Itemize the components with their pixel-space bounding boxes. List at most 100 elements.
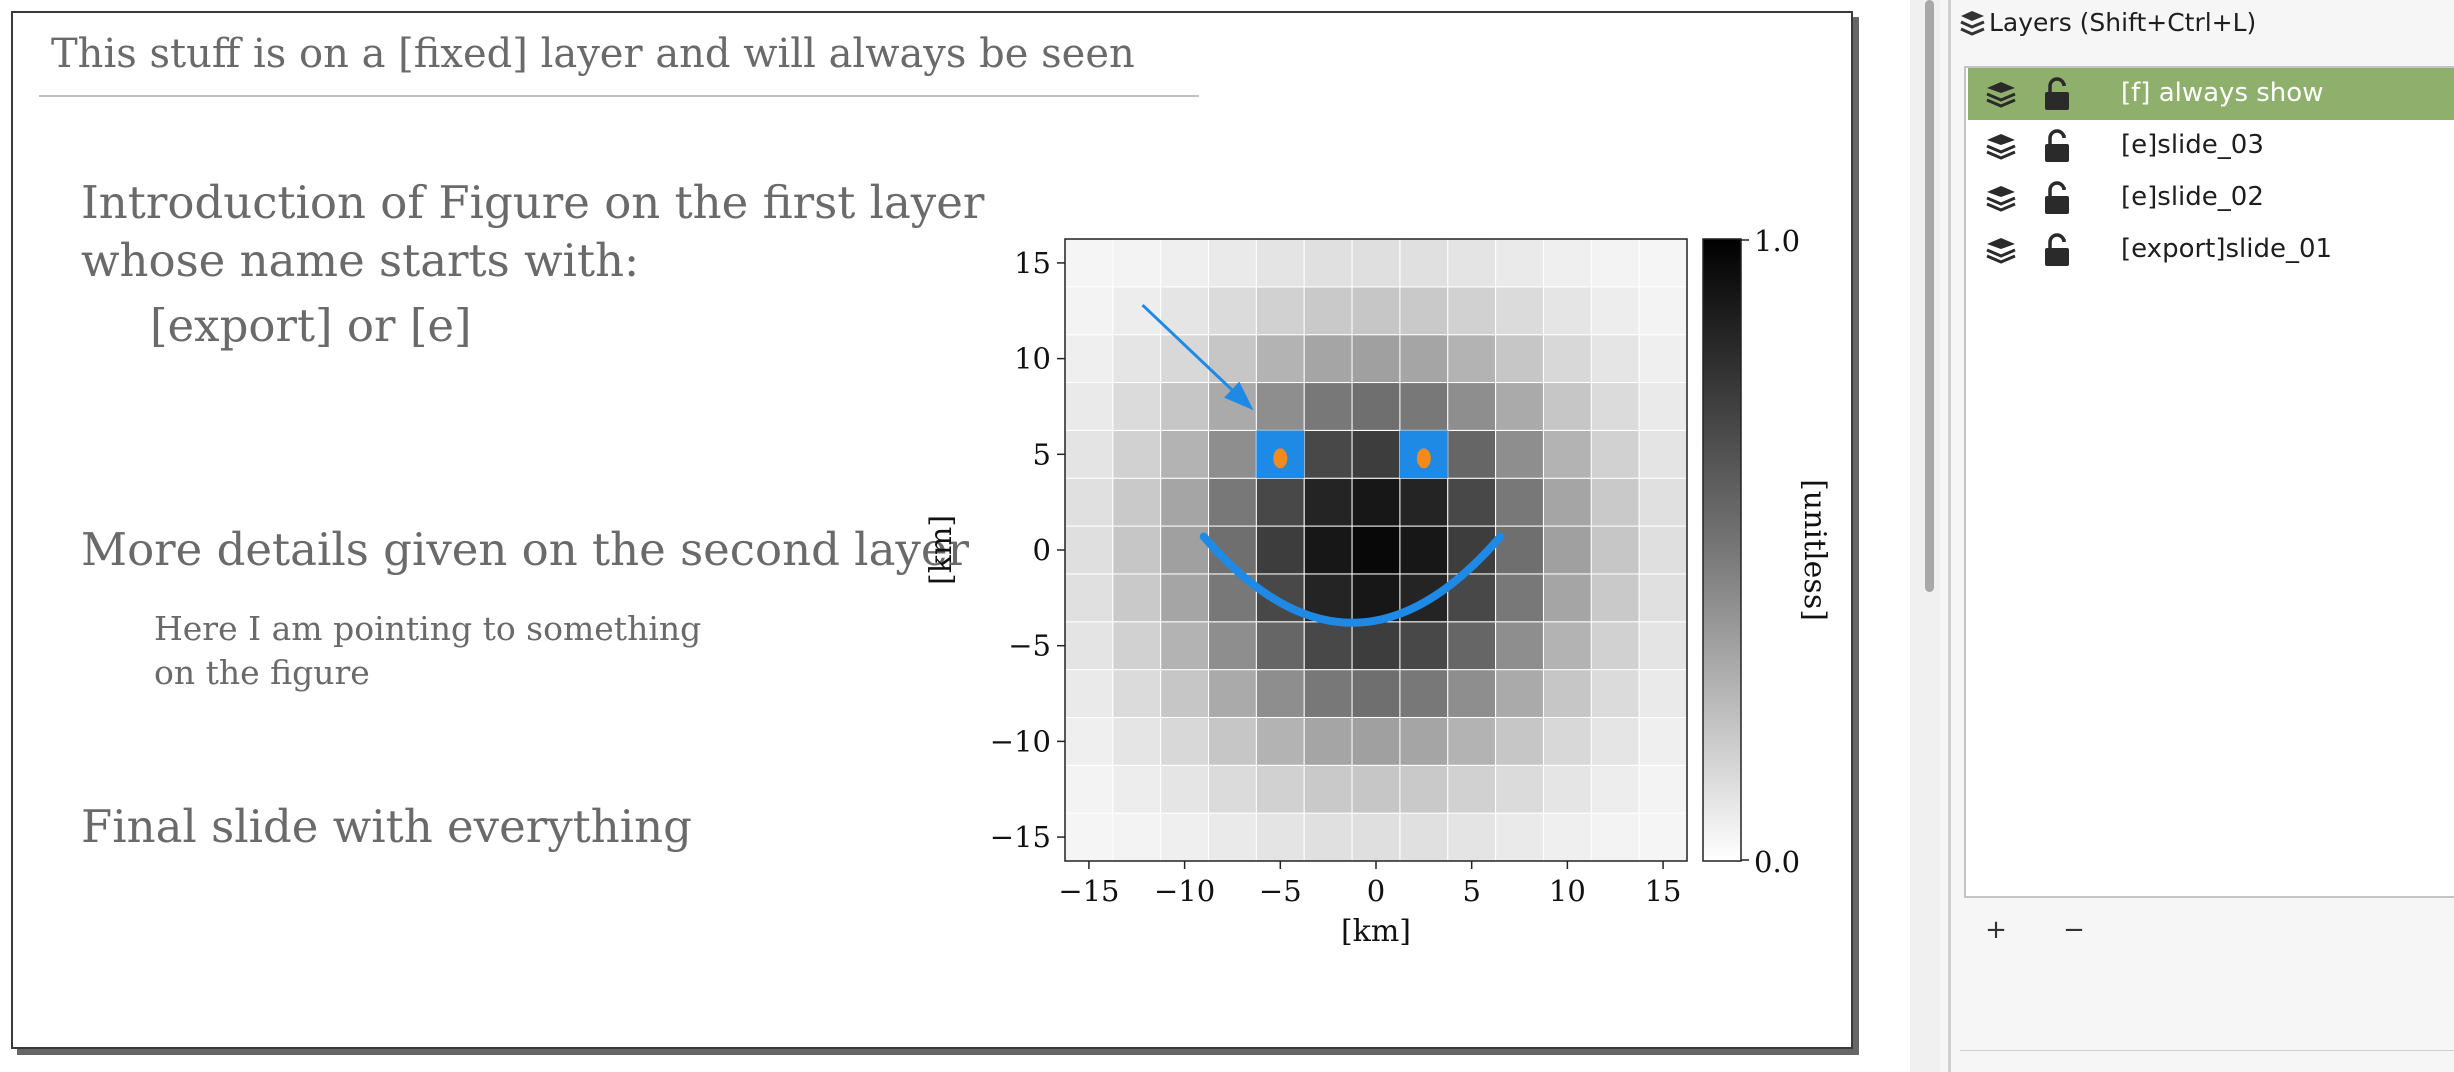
figure-annotations — [1141, 303, 1505, 627]
heatmap-cell — [1638, 812, 1688, 862]
heatmap-cell — [1447, 669, 1497, 718]
y-tick-label: 5 — [1033, 437, 1051, 471]
layer-name: [f] always show — [2121, 78, 2324, 108]
layer-name: [e]slide_03 — [2121, 130, 2264, 160]
heatmap-cell — [1351, 334, 1401, 384]
heatmap-cell — [1064, 716, 1114, 766]
y-tick-label: 15 — [1014, 246, 1051, 280]
heatmap-cell — [1064, 238, 1114, 288]
heatmap-cell — [1399, 669, 1449, 718]
heatmap-cell — [1590, 334, 1640, 384]
pointer-arrow-head — [1224, 381, 1254, 411]
heatmap-cell — [1638, 334, 1688, 384]
heatmap-cell — [1495, 716, 1544, 766]
heatmap-cell — [1064, 429, 1114, 479]
layer-row[interactable]: [f] always show — [1968, 68, 2454, 120]
heatmap-cell — [1255, 334, 1305, 384]
heatmap-cell — [1447, 429, 1497, 479]
heatmap-cell — [1590, 812, 1640, 862]
layer-row[interactable]: [e]slide_03 — [1968, 120, 2454, 172]
drawing-canvas[interactable]: This stuff is on a [fixed] layer and wil… — [0, 0, 1910, 1072]
unlock-icon[interactable] — [2042, 232, 2072, 268]
x-tick-label: −5 — [1259, 874, 1302, 908]
heatmap-cell — [1255, 621, 1305, 671]
y-tick-label: −5 — [1008, 629, 1051, 663]
heatmap-cell — [1208, 621, 1257, 671]
pointing-text-line2: on the figure — [154, 653, 370, 692]
heatmap-cell — [1351, 477, 1401, 527]
heatmap-cell — [1064, 812, 1114, 862]
layer-visibility-icon[interactable] — [1984, 132, 2018, 160]
layer-visibility-icon[interactable] — [1984, 184, 2018, 212]
colorbar — [1702, 238, 1742, 862]
y-tick-label: −10 — [990, 724, 1051, 758]
heatmap-cell — [1542, 621, 1592, 671]
heatmap-cell — [1447, 382, 1497, 431]
heatmap-cell — [1447, 286, 1497, 336]
heatmap-cell — [1160, 525, 1210, 575]
heatmap-cell — [1590, 716, 1640, 766]
heatmap-cell — [1638, 382, 1688, 431]
heatmap-cell — [1447, 764, 1497, 814]
heatmap-cell — [1495, 477, 1544, 527]
layer-row[interactable]: [e]slide_02 — [1968, 172, 2454, 224]
heatmap-cell — [1160, 286, 1210, 336]
heatmap-cell — [1160, 621, 1210, 671]
layer-visibility-icon[interactable] — [1984, 80, 2018, 108]
x-tick-label: −10 — [1154, 874, 1215, 908]
heatmap-cell — [1112, 573, 1162, 623]
add-layer-button[interactable]: + — [1985, 915, 2007, 945]
heatmap-cell — [1447, 812, 1497, 862]
unlock-icon[interactable] — [2042, 180, 2072, 216]
canvas-scrollbar-thumb[interactable] — [1925, 0, 1934, 592]
remove-layer-button[interactable]: − — [2063, 915, 2085, 945]
eye-pupil — [1416, 448, 1431, 469]
heatmap-cell — [1208, 429, 1257, 479]
heatmap-cell — [1590, 429, 1640, 479]
layer-visibility-icon[interactable] — [1984, 236, 2018, 264]
heatmap-cell — [1590, 382, 1640, 431]
fixed-layer-text: This stuff is on a [fixed] layer and wil… — [51, 31, 1135, 77]
heatmap-cell — [1064, 286, 1114, 336]
heatmap-cell — [1542, 525, 1592, 575]
heatmap-cell — [1112, 669, 1162, 718]
heatmap-cell — [1160, 764, 1210, 814]
heatmap-cell — [1447, 716, 1497, 766]
heatmap-cell — [1255, 477, 1305, 527]
heatmap-cell — [1542, 477, 1592, 527]
heatmap-cell — [1351, 525, 1401, 575]
fixed-layer-divider — [39, 95, 1199, 97]
heatmap-cell — [1255, 382, 1305, 431]
x-tick-label: 5 — [1462, 874, 1480, 908]
y-axis-ticks: 15 10 5 0 −5 −10 −15 — [990, 246, 1065, 854]
unlock-icon[interactable] — [2042, 128, 2072, 164]
heatmap-cell — [1112, 429, 1162, 479]
heatmap-cell — [1255, 812, 1305, 862]
heatmap-cell — [1208, 812, 1257, 862]
heatmap-cell — [1638, 477, 1688, 527]
heatmap-cell — [1303, 477, 1353, 527]
heatmap-cell — [1590, 621, 1640, 671]
y-tick-label: 10 — [1014, 342, 1051, 376]
heatmap-cell — [1303, 238, 1353, 288]
heatmap-cell — [1303, 334, 1353, 384]
heatmap-cell — [1351, 669, 1401, 718]
heatmap-cell — [1112, 621, 1162, 671]
heatmap-cell — [1638, 621, 1688, 671]
heatmap-cell — [1495, 286, 1544, 336]
unlock-icon[interactable] — [2042, 76, 2072, 112]
heatmap-cell — [1399, 477, 1449, 527]
heatmap-cell — [1351, 764, 1401, 814]
heatmap-cell — [1255, 669, 1305, 718]
heatmap-cell — [1351, 812, 1401, 862]
y-tick-label: −15 — [990, 820, 1051, 854]
intro-text-line3: [export] or [e] — [150, 299, 472, 352]
heatmap-cell — [1112, 334, 1162, 384]
heatmap-cells — [1064, 238, 1688, 862]
heatmap-cell — [1542, 382, 1592, 431]
heatmap-cell — [1399, 621, 1449, 671]
heatmap-cell — [1447, 477, 1497, 527]
heatmap-cell — [1208, 477, 1257, 527]
layer-row[interactable]: [export]slide_01 — [1968, 224, 2454, 276]
